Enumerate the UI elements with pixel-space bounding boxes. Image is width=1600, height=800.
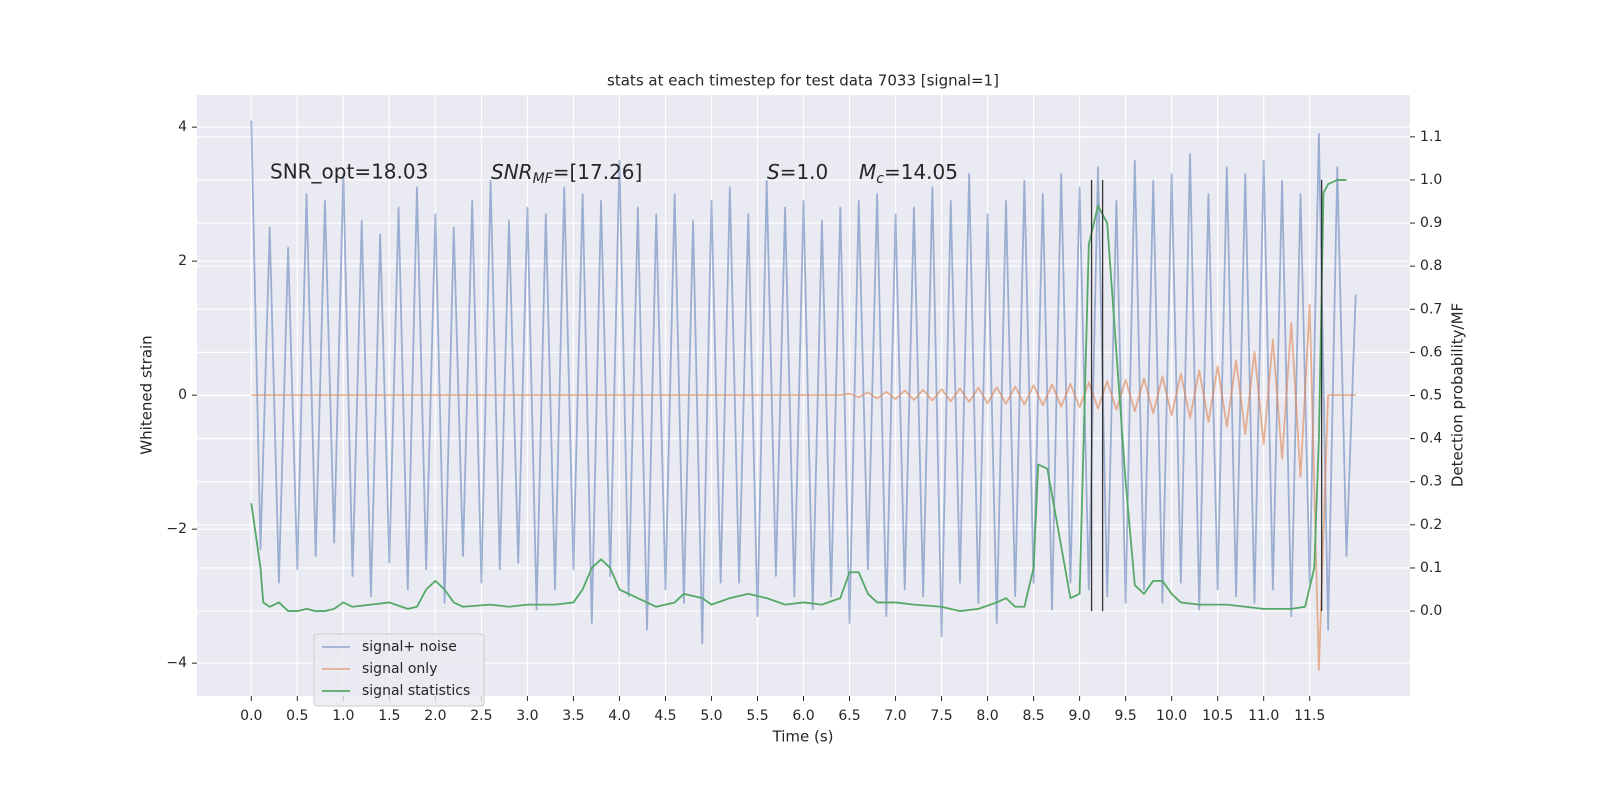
annotation-value: =1.0 — [780, 160, 829, 184]
y-tick-label: −4 — [166, 655, 187, 671]
y-axis-label: Whitened strain — [138, 335, 156, 454]
y2-tick-label: 0.1 — [1420, 560, 1442, 576]
y2-tick-label: 0.7 — [1420, 301, 1442, 317]
x-tick-label: 4.0 — [608, 708, 630, 724]
x-tick-label: 11.0 — [1248, 708, 1279, 724]
annotation-subscript: c — [876, 171, 884, 187]
x-tick-label: 3.5 — [562, 708, 584, 724]
x-tick-label: 0.0 — [240, 708, 262, 724]
x-tick-label: 2.0 — [424, 708, 446, 724]
legend-box — [313, 633, 485, 707]
y2-tick-label: 0.2 — [1420, 517, 1442, 533]
x-tick-label: 1.0 — [332, 708, 354, 724]
y2-axis-label: Detection probability/MF — [1449, 303, 1467, 487]
annotation-symbol: SNR — [491, 160, 533, 184]
annotation-subscript: MF — [533, 171, 554, 187]
y-tick-label: 4 — [178, 119, 187, 135]
x-tick-label: 6.0 — [792, 708, 814, 724]
legend-label: signal statistics — [362, 683, 470, 699]
annotation: SNRMF=[17.26] — [491, 160, 642, 188]
chart-title: stats at each timestep for test data 703… — [607, 72, 999, 90]
annotation-symbol: S — [767, 160, 780, 184]
annotation-symbol: M — [859, 160, 876, 184]
x-tick-label: 8.5 — [1022, 708, 1044, 724]
x-tick-label: 7.5 — [930, 708, 952, 724]
y2-tick-label: 0.3 — [1420, 474, 1442, 490]
x-tick-label: 9.5 — [1114, 708, 1136, 724]
y2-tick-label: 0.0 — [1420, 603, 1442, 619]
x-tick-label: 10.0 — [1156, 708, 1187, 724]
legend-label: signal+ noise — [362, 639, 457, 655]
annotation: SNR_opt=18.03 — [270, 160, 428, 184]
data-line — [250, 179, 1347, 612]
y2-tick-label: 0.9 — [1420, 215, 1442, 231]
x-tick-label: 5.5 — [746, 708, 768, 724]
x-tick-label: 5.0 — [700, 708, 722, 724]
y2-tick-label: 0.5 — [1420, 388, 1442, 404]
annotation: Mc=14.05 — [859, 160, 958, 188]
data-line — [250, 120, 1357, 644]
y2-tick-label: 0.4 — [1420, 431, 1442, 447]
x-tick-label: 10.5 — [1202, 708, 1233, 724]
x-tick-label: 7.0 — [884, 708, 906, 724]
y2-tick-label: 0.6 — [1420, 344, 1442, 360]
data-line — [251, 303, 1356, 671]
x-tick-label: 11.5 — [1294, 708, 1325, 724]
x-tick-label: 0.5 — [286, 708, 308, 724]
annotation: S=1.0 — [767, 160, 828, 184]
x-tick-label: 4.5 — [654, 708, 676, 724]
annotation-value: =[17.26] — [553, 160, 643, 184]
y2-tick-label: 1.0 — [1420, 172, 1442, 188]
y-tick-label: 2 — [178, 253, 187, 269]
annotation-value: =14.05 — [884, 160, 958, 184]
x-tick-label: 2.5 — [470, 708, 492, 724]
legend-label: signal only — [362, 661, 437, 677]
x-tick-label: 3.0 — [516, 708, 538, 724]
y-tick-label: −2 — [166, 521, 187, 537]
x-tick-label: 9.0 — [1068, 708, 1090, 724]
x-tick-label: 6.5 — [838, 708, 860, 724]
y-tick-label: 0 — [178, 387, 187, 403]
x-axis-label: Time (s) — [772, 728, 834, 746]
x-tick-label: 1.5 — [378, 708, 400, 724]
y2-tick-label: 0.8 — [1420, 258, 1442, 274]
x-tick-label: 8.0 — [976, 708, 998, 724]
y2-tick-label: 1.1 — [1420, 129, 1442, 145]
